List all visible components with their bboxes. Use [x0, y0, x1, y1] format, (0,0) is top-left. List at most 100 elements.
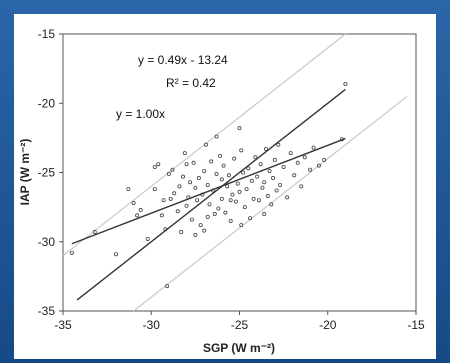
data-point: [271, 176, 276, 181]
x-tick-label: -30: [143, 318, 161, 332]
data-point: [216, 206, 221, 211]
x-axis-ticks: -35 -30 -25 -20 -15: [54, 311, 425, 332]
data-point: [168, 196, 173, 201]
y-axis-ticks: -35 -30 -25 -20 -15: [38, 27, 63, 318]
data-point: [276, 142, 281, 147]
data-point: [246, 166, 251, 171]
data-point: [113, 252, 118, 257]
regression-equation: y = 0.49x - 13.24: [138, 53, 228, 67]
data-point: [251, 196, 256, 201]
data-point: [145, 236, 150, 241]
data-point: [195, 198, 200, 203]
data-point: [193, 232, 198, 237]
data-point: [253, 155, 258, 160]
data-point: [299, 184, 304, 189]
data-point: [69, 250, 74, 255]
data-point: [207, 202, 212, 207]
data-point: [237, 189, 242, 194]
y-tick-label: -25: [38, 166, 56, 180]
data-point: [179, 230, 184, 235]
data-point: [239, 223, 244, 228]
y-tick-label: -15: [38, 27, 56, 41]
data-point: [235, 181, 240, 186]
data-point: [202, 228, 207, 233]
scatter-chart: -35 -30 -25 -20 -15 -35 -30 -25 -20 -15 y = 0.49…: [18, 27, 425, 355]
data-point: [184, 203, 189, 208]
data-point: [126, 187, 131, 192]
data-point: [233, 199, 238, 204]
data-point: [343, 81, 348, 86]
data-point: [202, 169, 207, 174]
data-point: [165, 284, 170, 289]
data-point: [223, 210, 228, 215]
data-point: [205, 214, 210, 219]
data-point: [218, 153, 223, 158]
data-point: [249, 178, 254, 183]
data-point: [262, 212, 267, 217]
data-point: [214, 134, 219, 139]
y-tick-label: -30: [38, 235, 56, 249]
data-point: [274, 188, 279, 193]
data-point: [159, 213, 164, 218]
data-point: [209, 159, 214, 164]
reference-line-3: [133, 95, 408, 312]
data-point: [214, 171, 219, 176]
data-point: [191, 160, 196, 165]
x-tick-label: -25: [231, 318, 249, 332]
data-point: [184, 162, 189, 167]
data-point: [156, 162, 161, 167]
data-point: [226, 173, 231, 178]
data-point: [212, 212, 217, 217]
x-tick-label: -35: [54, 318, 72, 332]
data-point: [244, 187, 249, 192]
data-point: [189, 217, 194, 222]
r-squared-label: R² = 0.42: [166, 76, 216, 90]
data-point: [203, 142, 208, 147]
data-point: [228, 218, 233, 223]
x-tick-label: -20: [319, 318, 337, 332]
data-point: [265, 194, 270, 199]
fit-lines: [71, 88, 346, 301]
data-point: [219, 196, 224, 201]
data-point: [237, 126, 242, 131]
y-tick-label: -20: [38, 96, 56, 110]
data-point: [135, 213, 140, 218]
data-point: [177, 184, 182, 189]
data-point: [188, 180, 193, 185]
y-tick-label: -35: [38, 304, 56, 318]
data-point: [260, 185, 265, 190]
data-point: [228, 198, 233, 203]
fit-line-1: [76, 88, 346, 301]
x-tick-label: -15: [407, 318, 425, 332]
data-point: [295, 160, 300, 165]
data-point: [311, 145, 316, 150]
data-point: [241, 170, 246, 175]
data-point: [263, 146, 268, 151]
data-point: [281, 164, 286, 169]
data-point: [166, 171, 171, 176]
x-axis-title: SGP (W m⁻²): [203, 341, 275, 355]
data-point: [308, 167, 313, 172]
data-point: [152, 164, 157, 169]
data-point: [205, 182, 210, 187]
data-point: [292, 173, 297, 178]
data-point: [258, 162, 263, 167]
data-points: [69, 81, 348, 289]
data-point: [172, 191, 177, 196]
data-point: [152, 187, 157, 192]
data-point: [322, 158, 327, 163]
data-point: [239, 148, 244, 153]
data-point: [267, 169, 272, 174]
data-point: [248, 216, 253, 221]
data-point: [230, 192, 235, 197]
data-point: [255, 174, 260, 179]
data-point: [175, 209, 180, 214]
data-point: [242, 205, 247, 210]
data-point: [198, 223, 203, 228]
data-point: [269, 202, 274, 207]
data-point: [138, 207, 143, 212]
data-point: [262, 180, 267, 185]
data-point: [288, 151, 293, 156]
data-point: [193, 185, 198, 190]
data-point: [285, 195, 290, 200]
